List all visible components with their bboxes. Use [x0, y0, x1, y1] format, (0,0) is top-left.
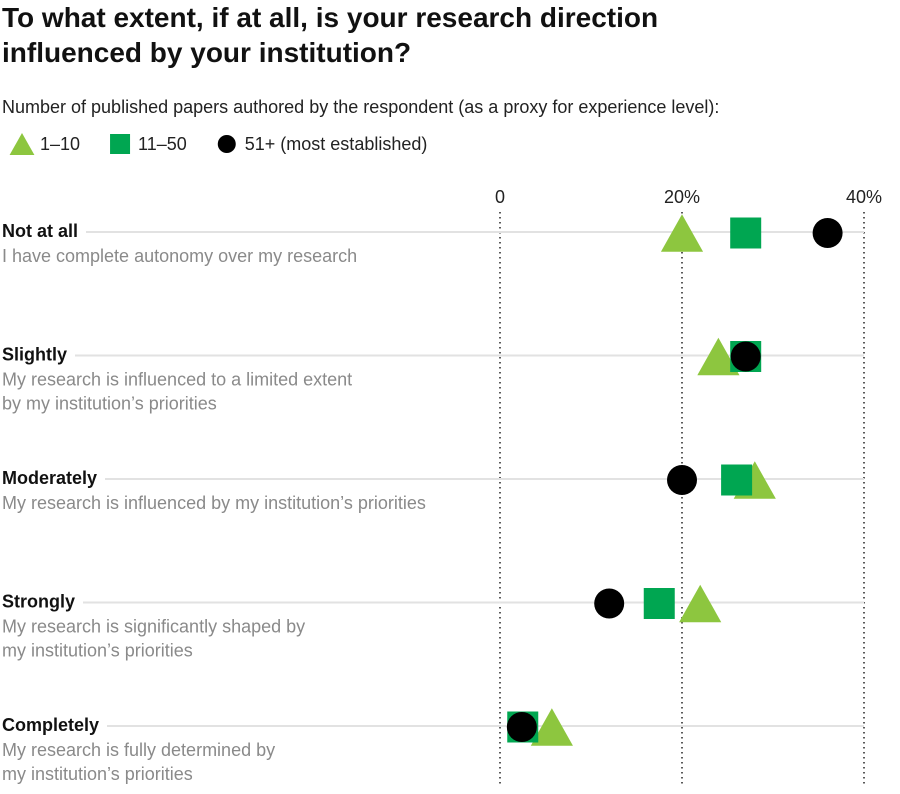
legend-marker — [9, 133, 35, 155]
category-label: Slightly — [2, 344, 67, 364]
chart-subtitle: Number of published papers authored by t… — [2, 97, 719, 117]
x-tick-label: 20% — [664, 187, 700, 207]
data-point — [721, 464, 753, 496]
chart-title: To what extent, if at all, is your resea… — [2, 2, 659, 68]
category-label: Not at all — [2, 221, 78, 241]
category-label: Completely — [2, 715, 99, 735]
data-point — [643, 588, 675, 619]
category-description: My research is influenced by my institut… — [2, 493, 426, 513]
category-description: My research is significantly shaped by — [2, 616, 305, 636]
category-label: Moderately — [2, 468, 97, 488]
legend-label: 51+ (most established) — [245, 134, 428, 154]
data-point — [812, 218, 843, 248]
data-point — [660, 214, 704, 252]
x-tick-label: 40% — [846, 187, 882, 207]
category-description: My research is fully determined by — [2, 740, 275, 760]
data-point — [667, 465, 697, 495]
legend-label: 11–50 — [138, 134, 187, 154]
legend-marker — [110, 134, 131, 154]
data-point — [594, 588, 625, 619]
legend-marker — [217, 135, 236, 153]
category-description: My research is influenced to a limited e… — [2, 369, 352, 389]
data-point — [506, 712, 537, 742]
category-description: my institution’s priorities — [2, 764, 193, 784]
x-tick-label: 0 — [495, 187, 505, 207]
category-description: by my institution’s priorities — [2, 393, 217, 413]
data-point — [697, 337, 740, 376]
legend-label: 1–10 — [40, 134, 80, 154]
data-point — [730, 341, 761, 372]
data-point — [679, 584, 722, 623]
data-point — [530, 708, 573, 746]
category-description: I have complete autonomy over my researc… — [2, 246, 357, 266]
category-description: my institution’s priorities — [2, 640, 193, 660]
data-point — [730, 217, 762, 249]
category-label: Strongly — [2, 591, 75, 611]
